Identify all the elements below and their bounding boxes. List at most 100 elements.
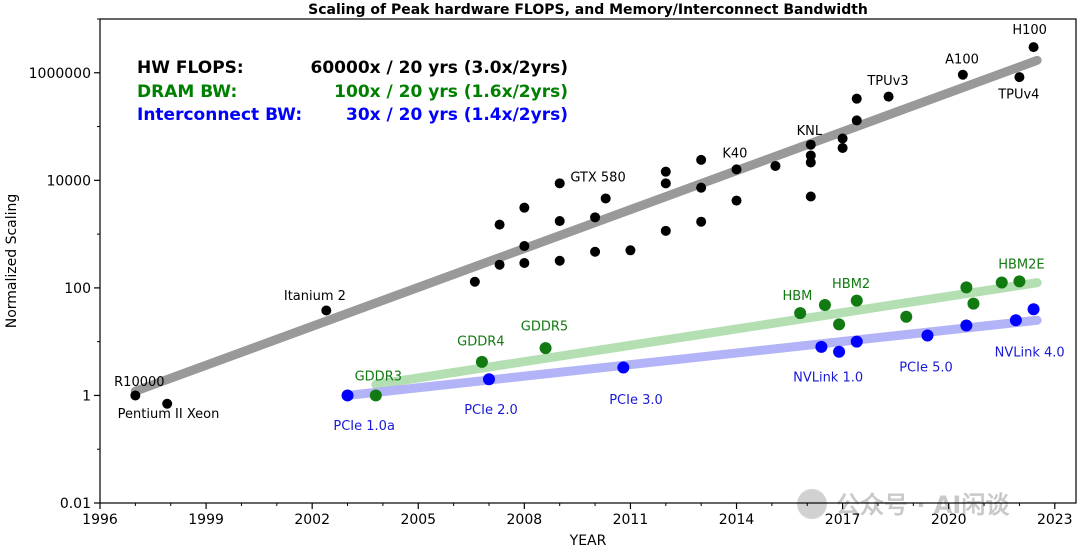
watermark-text: 公众号 · AI闲谈: [836, 491, 1010, 519]
annotation-label: H100: [1012, 23, 1047, 38]
annotation-label: TPUv4: [997, 88, 1039, 103]
dram-point: [475, 355, 488, 368]
x-tick-label: 1996: [82, 512, 118, 528]
annotation-label: GDDR5: [521, 320, 568, 335]
annotation-label: HBM2E: [998, 257, 1044, 272]
flops-point: [554, 216, 565, 227]
dram-point: [1013, 275, 1026, 288]
flops-trend-line: [130, 55, 1042, 396]
annotation-label: PCIe 5.0: [899, 360, 953, 375]
flops-point: [590, 212, 601, 223]
flops-point: [883, 91, 894, 102]
interconnect-point: [833, 345, 846, 358]
legend-flops-name: HW FLOPS:: [137, 58, 244, 78]
dram-point: [960, 281, 973, 294]
x-tick-label: 1999: [188, 512, 224, 528]
flops-point: [731, 164, 742, 175]
y-axis: 1000000 10000 100 1 0.01: [29, 18, 100, 512]
dram-point: [539, 342, 552, 355]
flops-point: [554, 255, 565, 266]
legend-dram-name: DRAM BW:: [137, 82, 237, 102]
flops-point: [837, 133, 848, 144]
flops-point: [1028, 42, 1039, 53]
flops-point: [957, 69, 968, 80]
dram-point: [850, 294, 863, 307]
flops-point: [660, 178, 671, 189]
x-tick-label: 2011: [613, 512, 649, 528]
interconnect-point: [341, 389, 354, 402]
flops-point: [851, 93, 862, 104]
annotation-label: NVLink 1.0: [793, 371, 863, 386]
annotation-label: PCIe 1.0a: [333, 419, 395, 434]
annotation-label: GTX 580: [570, 171, 625, 186]
x-tick-label: 2005: [400, 512, 436, 528]
flops-point: [805, 150, 816, 161]
annotation-label: Pentium II Xeon: [118, 407, 220, 422]
legend-interconnect-value: 30x / 20 yrs (1.4x/2yrs): [346, 105, 568, 125]
watermark: 公众号 · AI闲谈: [797, 489, 1010, 519]
flops-point: [851, 115, 862, 126]
flops-point: [696, 216, 707, 227]
y-tick-label: 1000000: [29, 66, 91, 82]
annotation-label: NVLink 4.0: [995, 345, 1065, 360]
annotation-label: PCIe 3.0: [609, 393, 663, 408]
flops-point: [696, 182, 707, 193]
flops-point: [130, 390, 141, 401]
y-tick-label: 10000: [46, 173, 91, 189]
y-tick-label: 1: [82, 388, 91, 404]
flops-point: [162, 398, 173, 409]
interconnect-point: [921, 329, 934, 342]
x-tick-label: 2020: [931, 512, 967, 528]
dram-point: [369, 389, 382, 402]
interconnect-point: [960, 319, 973, 332]
annotation-label: PCIe 2.0: [464, 403, 518, 418]
annotations: R10000 Pentium II Xeon Itanium 2 GTX 580 K40…: [114, 23, 1065, 434]
interconnect-point: [617, 361, 630, 374]
flops-point: [590, 246, 601, 257]
x-tick-label: 2017: [825, 512, 861, 528]
flops-point: [519, 202, 530, 213]
chart-title: Scaling of Peak hardware FLOPS, and Memo…: [308, 2, 868, 18]
dram-trend-line: [371, 278, 1042, 389]
annotation-label: KNL: [797, 124, 823, 139]
annotation-label: K40: [722, 147, 747, 162]
flops-point: [805, 157, 816, 168]
flops-point: [519, 258, 530, 269]
annotation-label: GDDR4: [457, 334, 504, 349]
dram-point: [794, 307, 807, 320]
interconnect-point: [815, 340, 828, 353]
x-tick-label: 2023: [1037, 512, 1073, 528]
interconnect-point: [1027, 303, 1040, 316]
annotation-label: HBM2: [832, 277, 870, 292]
y-tick-label: 100: [64, 281, 91, 297]
y-tick-label: 0.01: [60, 496, 91, 512]
annotation-label: A100: [945, 52, 979, 67]
x-tick-label: 2008: [507, 512, 543, 528]
x-axis-label: YEAR: [569, 533, 607, 549]
flops-point: [1014, 72, 1025, 83]
dram-point: [995, 276, 1008, 289]
data-points: [130, 42, 1040, 409]
annotation-label: HBM: [782, 289, 812, 304]
interconnect-point: [1009, 314, 1022, 327]
flops-point: [660, 166, 671, 177]
flops-point: [494, 219, 505, 230]
legend-dram-value: 100x / 20 yrs (1.6x/2yrs): [334, 82, 568, 102]
annotation-label: R10000: [114, 375, 164, 390]
flops-point: [494, 259, 505, 270]
interconnect-point: [850, 335, 863, 348]
legend-interconnect-name: Interconnect BW:: [137, 105, 302, 125]
flops-point: [554, 178, 565, 189]
flops-point: [805, 139, 816, 150]
legend-flops-value: 60000x / 20 yrs (3.0x/2yrs): [311, 58, 568, 78]
flops-point: [625, 245, 636, 256]
flops-point: [696, 154, 707, 165]
plot-frame: [99, 18, 1077, 504]
flops-point: [770, 160, 781, 171]
dram-point: [833, 318, 846, 331]
flops-point: [600, 193, 611, 204]
flops-point: [519, 241, 530, 252]
flops-point: [469, 276, 480, 287]
watermark-logo-icon: [797, 489, 827, 519]
